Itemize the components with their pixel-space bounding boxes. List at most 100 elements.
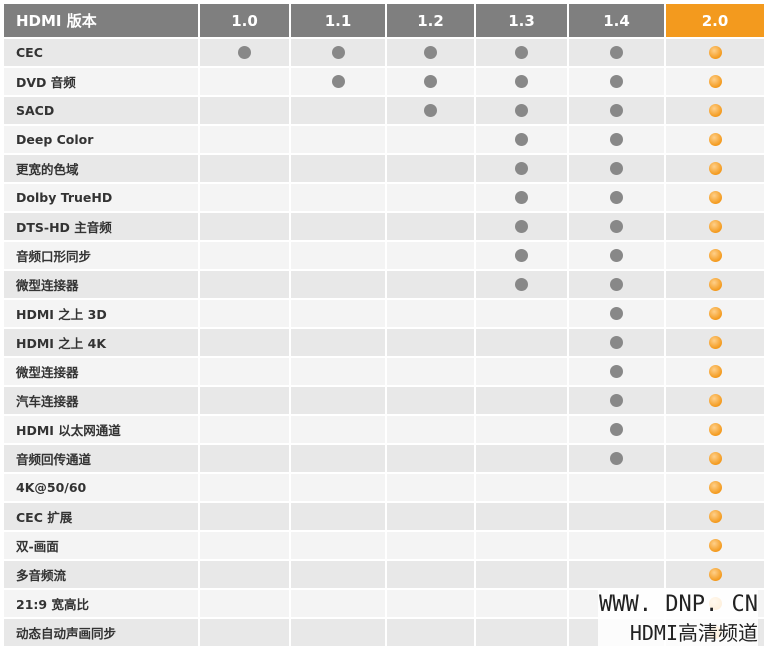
supported-dot-icon bbox=[708, 46, 722, 59]
support-cell bbox=[664, 153, 766, 184]
support-cell bbox=[289, 559, 387, 590]
support-cell bbox=[567, 327, 666, 358]
supported-dot-icon bbox=[610, 336, 623, 349]
support-cell bbox=[385, 327, 476, 358]
feature-row: Deep Color bbox=[2, 124, 766, 155]
support-cell bbox=[289, 501, 387, 532]
hdmi-version-table: HDMI 版本 1.0 1.1 1.2 1.3 1.4 2.0 CEC DVD 音频 SACD… bbox=[2, 2, 766, 648]
feature-name: 4K@50/60 bbox=[2, 472, 200, 503]
supported-dot-icon bbox=[515, 220, 528, 233]
supported-dot-icon bbox=[610, 162, 623, 175]
feature-name: 动态自动声画同步 bbox=[2, 617, 200, 648]
support-cell bbox=[474, 414, 569, 445]
support-cell bbox=[385, 443, 476, 474]
supported-dot-icon bbox=[424, 46, 437, 59]
support-cell bbox=[385, 385, 476, 416]
supported-dot-icon bbox=[708, 133, 722, 146]
support-cell bbox=[474, 472, 569, 503]
support-cell bbox=[474, 153, 569, 184]
supported-dot-icon bbox=[610, 249, 623, 262]
support-cell bbox=[385, 559, 476, 590]
supported-dot-icon bbox=[610, 365, 623, 378]
support-cell bbox=[198, 443, 291, 474]
support-cell bbox=[198, 530, 291, 561]
support-cell bbox=[198, 617, 291, 648]
supported-dot-icon bbox=[610, 307, 623, 320]
supported-dot-icon bbox=[708, 336, 722, 349]
support-cell bbox=[567, 414, 666, 445]
support-cell bbox=[474, 240, 569, 271]
support-cell bbox=[198, 414, 291, 445]
version-header-1.2: 1.2 bbox=[385, 2, 476, 39]
support-cell bbox=[474, 443, 569, 474]
supported-dot-icon bbox=[708, 568, 722, 581]
support-cell bbox=[385, 124, 476, 155]
supported-dot-icon bbox=[708, 104, 722, 117]
supported-dot-icon bbox=[610, 220, 623, 233]
feature-name: HDMI 之上 3D bbox=[2, 298, 200, 329]
feature-name: 更宽的色域 bbox=[2, 153, 200, 184]
support-cell bbox=[664, 530, 766, 561]
supported-dot-icon bbox=[708, 307, 722, 320]
support-cell bbox=[289, 298, 387, 329]
supported-dot-icon bbox=[708, 539, 722, 552]
support-cell bbox=[664, 37, 766, 68]
support-cell bbox=[198, 240, 291, 271]
supported-dot-icon bbox=[708, 394, 722, 407]
supported-dot-icon bbox=[708, 278, 722, 291]
support-cell bbox=[289, 414, 387, 445]
feature-row: 微型连接器 bbox=[2, 356, 766, 387]
supported-dot-icon bbox=[610, 46, 623, 59]
supported-dot-icon bbox=[708, 162, 722, 175]
support-cell bbox=[474, 95, 569, 126]
supported-dot-icon bbox=[610, 104, 623, 117]
support-cell bbox=[474, 588, 569, 619]
feature-row: 多音频流 bbox=[2, 559, 766, 590]
support-cell bbox=[198, 124, 291, 155]
support-cell bbox=[198, 95, 291, 126]
support-cell bbox=[474, 298, 569, 329]
support-cell bbox=[664, 443, 766, 474]
feature-name: DVD 音频 bbox=[2, 66, 200, 97]
feature-row: HDMI 以太网通道 bbox=[2, 414, 766, 445]
support-cell bbox=[385, 37, 476, 68]
support-cell bbox=[385, 211, 476, 242]
feature-name: 多音频流 bbox=[2, 559, 200, 590]
supported-dot-icon bbox=[610, 75, 623, 88]
support-cell bbox=[198, 559, 291, 590]
version-header-1.3: 1.3 bbox=[474, 2, 569, 39]
support-cell bbox=[567, 95, 666, 126]
support-cell bbox=[567, 124, 666, 155]
support-cell bbox=[567, 559, 666, 590]
supported-dot-icon bbox=[515, 249, 528, 262]
support-cell bbox=[289, 182, 387, 213]
supported-dot-icon bbox=[708, 423, 722, 436]
support-cell bbox=[664, 240, 766, 271]
supported-dot-icon bbox=[708, 249, 722, 262]
support-cell bbox=[474, 124, 569, 155]
feature-name: 21:9 宽高比 bbox=[2, 588, 200, 619]
support-cell bbox=[198, 327, 291, 358]
supported-dot-icon bbox=[515, 191, 528, 204]
supported-dot-icon bbox=[515, 278, 528, 291]
support-cell bbox=[385, 414, 476, 445]
support-cell bbox=[289, 66, 387, 97]
support-cell bbox=[198, 385, 291, 416]
version-header-1.0: 1.0 bbox=[198, 2, 291, 39]
support-cell bbox=[198, 182, 291, 213]
feature-row: Dolby TrueHD bbox=[2, 182, 766, 213]
supported-dot-icon bbox=[515, 162, 528, 175]
support-cell bbox=[664, 211, 766, 242]
support-cell bbox=[385, 153, 476, 184]
feature-name: 音频回传通道 bbox=[2, 443, 200, 474]
supported-dot-icon bbox=[708, 510, 722, 523]
supported-dot-icon bbox=[610, 191, 623, 204]
feature-row: 双-画面 bbox=[2, 530, 766, 561]
support-cell bbox=[474, 617, 569, 648]
support-cell bbox=[567, 153, 666, 184]
supported-dot-icon bbox=[610, 278, 623, 291]
support-cell bbox=[567, 443, 666, 474]
feature-name: SACD bbox=[2, 95, 200, 126]
support-cell bbox=[474, 182, 569, 213]
watermark-url: WWW. DNP. CN bbox=[599, 592, 758, 617]
